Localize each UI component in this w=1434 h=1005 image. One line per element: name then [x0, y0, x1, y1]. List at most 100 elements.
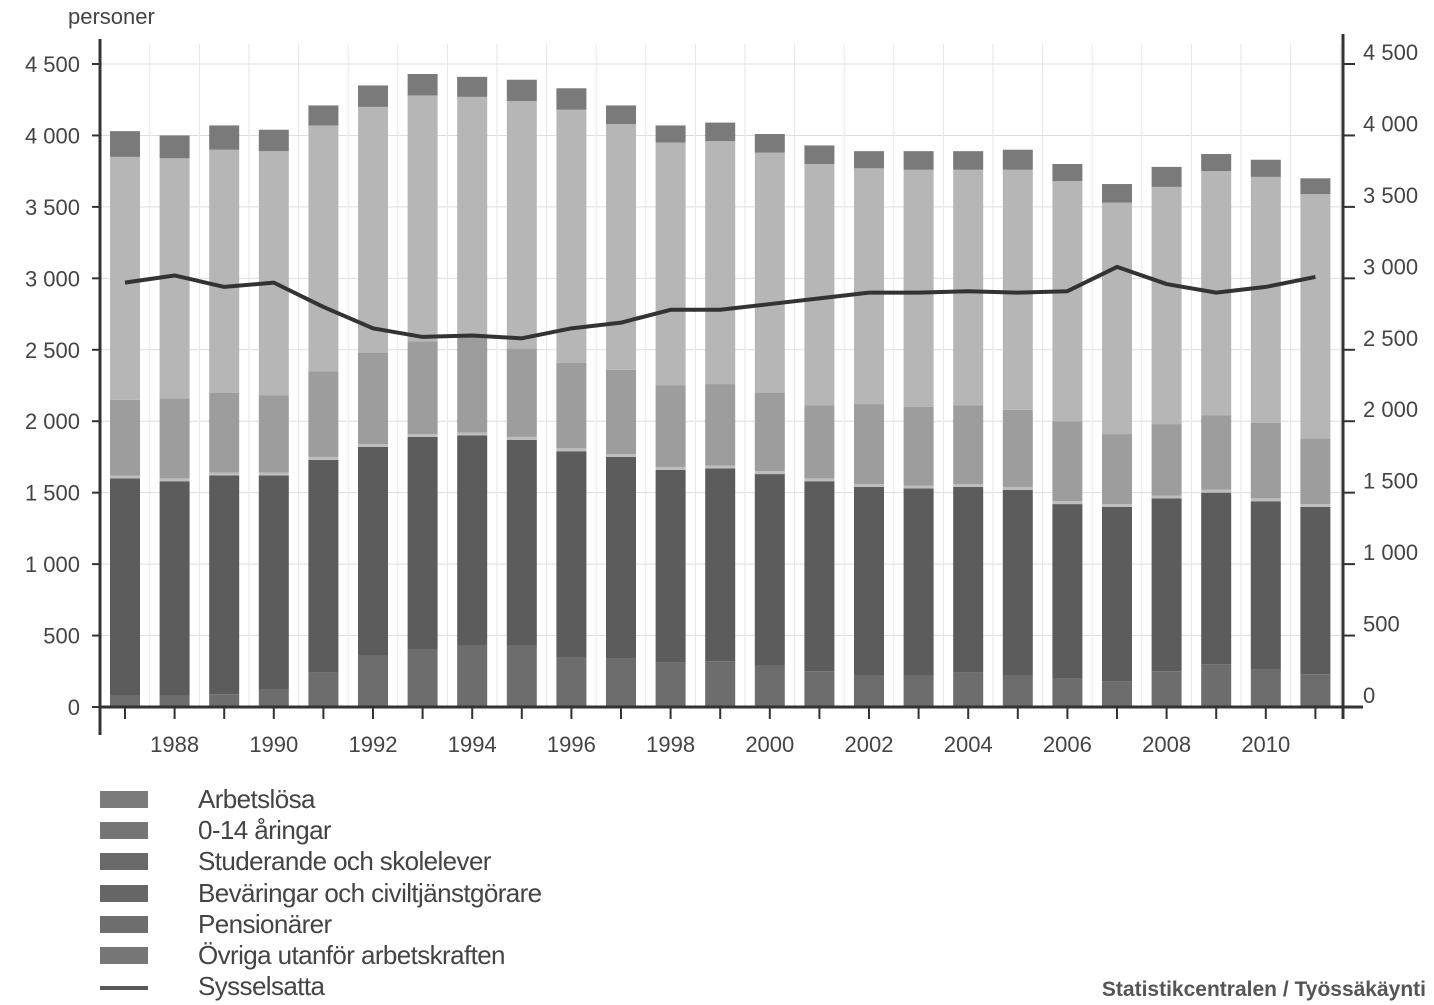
bar-segment: [705, 468, 736, 662]
bar-segment: [407, 434, 438, 437]
bar-segment: [754, 665, 785, 707]
bar-segment: [606, 456, 636, 659]
y-tick-label: 4 000: [25, 123, 80, 148]
bar-segment: [854, 151, 884, 169]
bar-segment: [1102, 202, 1132, 435]
bar-segment: [556, 656, 587, 707]
y-tick-label: 0: [68, 695, 80, 720]
y-tick-label: 3 000: [25, 266, 80, 291]
bar-segment: [655, 125, 686, 143]
bar-segment: [1300, 504, 1331, 507]
bar-segment: [754, 152, 785, 393]
bar-segment: [1002, 675, 1033, 707]
bar-segment: [110, 475, 140, 479]
bar-segment: [854, 675, 884, 707]
bar-segment: [159, 135, 190, 159]
bar-segment: [903, 485, 934, 489]
bar-segment: [556, 109, 587, 363]
bar-segment: [358, 85, 388, 107]
y2-tick-label: 500: [1363, 612, 1400, 637]
axes: [92, 34, 1363, 735]
bar-segment: [1250, 501, 1281, 670]
bar-segment: [506, 439, 537, 646]
tick-labels: 0 500 1 000 1 500 2 000 2 500 3 000 3 500 4 000 4…: [25, 40, 1418, 757]
bar-segment: [258, 475, 289, 690]
bar-segment: [457, 645, 488, 707]
bar-segment: [556, 362, 587, 449]
bar-segment: [705, 465, 736, 469]
bar-segment: [903, 675, 934, 707]
bar-segment: [606, 658, 636, 707]
bar-segment: [903, 151, 934, 170]
bar-segment: [655, 469, 686, 663]
bar-segment: [953, 672, 984, 707]
legend-label: 0-14 åringar: [198, 815, 332, 846]
x-tick-label: 2008: [1142, 732, 1191, 757]
bar-segment: [407, 341, 438, 435]
y2-tick-label: 4 000: [1363, 111, 1418, 136]
bar-segment: [953, 405, 984, 485]
x-tick-label: 1988: [150, 732, 199, 757]
bar-segment: [258, 689, 289, 707]
bar-segment: [804, 405, 835, 479]
bar-segment: [1201, 415, 1232, 490]
bar-segment: [258, 395, 289, 473]
legend-item: Pensionärer: [100, 909, 542, 940]
bar-segment: [506, 436, 537, 440]
bar-segment: [1002, 169, 1033, 410]
y-tick-label: 2 000: [25, 409, 80, 434]
bar-segment: [506, 348, 537, 437]
bar-segment: [209, 694, 240, 707]
bar-segment: [1052, 181, 1083, 422]
legend-swatch: [100, 853, 148, 871]
bar-segment: [258, 129, 289, 152]
bar-segment: [804, 145, 835, 165]
stacked-bar-chart: 0 500 1 000 1 500 2 000 2 500 3 000 3 500 4 000 4…: [25, 34, 1418, 757]
bar-segment: [1052, 678, 1083, 707]
bar-segment: [655, 142, 686, 386]
bar-segment: [606, 105, 636, 125]
bar-segment: [804, 478, 835, 482]
bar-segment: [407, 649, 438, 707]
bar-segment: [308, 371, 339, 457]
bar-segment: [606, 124, 636, 370]
legend-label: Övriga utanför arbetskraften: [198, 940, 506, 971]
bar-segment: [754, 134, 785, 153]
bar-segment: [308, 125, 339, 372]
legend-swatch: [100, 822, 148, 840]
bar-segment: [1102, 434, 1132, 505]
bar-segment: [1052, 501, 1083, 505]
bar-segment: [804, 671, 835, 707]
bar-segment: [457, 76, 488, 97]
bar-segment: [1250, 176, 1281, 423]
bar-segment: [1250, 159, 1281, 177]
bar-segment: [854, 484, 884, 487]
bar-segment: [655, 385, 686, 467]
legend-item: Arbetslösa: [100, 784, 542, 815]
legend-line-swatch: [100, 985, 148, 990]
bar-segment: [903, 406, 934, 486]
legend-label: Sysselsatta: [198, 971, 325, 1002]
bar-segment: [159, 481, 190, 696]
legend: Arbetslösa 0-14 åringar Studerande och s…: [100, 784, 542, 1002]
legend-label: Pensionärer: [198, 908, 332, 939]
bar-segment: [556, 451, 587, 657]
y-tick-label: 500: [43, 624, 80, 649]
bar-segment: [804, 481, 835, 672]
legend-label: Beväringar och civiltjänstgörare: [198, 877, 542, 908]
bar-segment: [1250, 669, 1281, 707]
y2-tick-label: 0: [1363, 683, 1375, 708]
bar-segment: [705, 384, 736, 466]
bar-segment: [407, 95, 438, 342]
x-tick-label: 1990: [249, 732, 298, 757]
y2-tick-label: 2 500: [1363, 326, 1418, 351]
bar-segment: [903, 488, 934, 676]
y-tick-label: 1 000: [25, 552, 80, 577]
bar-segment: [358, 444, 388, 447]
bar-segment: [407, 436, 438, 650]
y2-tick-label: 4 500: [1363, 40, 1418, 65]
legend-swatch: [100, 884, 148, 902]
bar-segment: [854, 168, 884, 405]
bar-segment: [1102, 681, 1132, 707]
bar-segment: [1151, 495, 1182, 499]
